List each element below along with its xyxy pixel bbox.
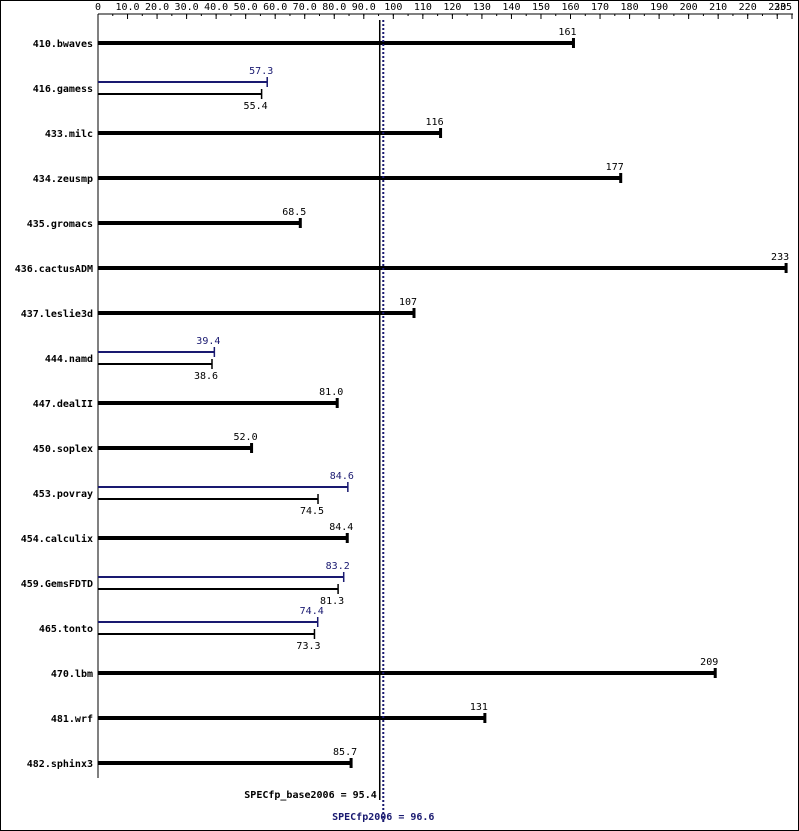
- value-label: 84.4: [329, 522, 353, 533]
- bar: [98, 41, 574, 45]
- x-tick-label: 230: [768, 2, 786, 13]
- value-label: 116: [426, 117, 444, 128]
- bar: [98, 363, 212, 365]
- bar: [98, 716, 485, 720]
- x-tick-label: 50.0: [234, 2, 258, 13]
- x-tick-label: 0: [95, 2, 101, 13]
- bar: [98, 351, 215, 353]
- value-label: 83.2: [326, 561, 350, 572]
- x-tick-label: 20.0: [145, 2, 169, 13]
- bar: [98, 536, 348, 540]
- x-tick-label: 70.0: [293, 2, 317, 13]
- x-tick-label: 180: [621, 2, 639, 13]
- bar: [98, 93, 262, 95]
- value-label: 73.3: [296, 641, 320, 652]
- category-label: 416.gamess: [33, 84, 93, 95]
- bar: [98, 576, 344, 578]
- x-tick-label: 40.0: [204, 2, 228, 13]
- bar: [98, 131, 441, 135]
- value-label: 74.4: [300, 606, 324, 617]
- x-tick-label: 220: [739, 2, 757, 13]
- category-label: 434.zeusmp: [33, 174, 93, 185]
- bar: [98, 498, 319, 500]
- category-label: 410.bwaves: [33, 39, 93, 50]
- x-tick-label: 120: [443, 2, 461, 13]
- reference-label: SPECfp_base2006 = 95.4: [244, 790, 376, 801]
- category-label: 444.namd: [45, 354, 93, 365]
- bar: [98, 446, 252, 450]
- value-label: 161: [558, 27, 576, 38]
- category-label: 454.calculix: [21, 533, 93, 545]
- category-label: 481.wrf: [51, 714, 93, 725]
- x-tick-label: 100: [384, 2, 402, 13]
- x-tick-label: 200: [680, 2, 698, 13]
- bar: [98, 176, 621, 180]
- x-tick-label: 170: [591, 2, 609, 13]
- x-tick-label: 150: [532, 2, 550, 13]
- category-label: 459.GemsFDTD: [21, 579, 93, 590]
- x-tick-label: 10.0: [115, 2, 139, 13]
- x-tick-label: 90.0: [352, 2, 376, 13]
- category-label: 453.povray: [33, 489, 93, 500]
- value-label: 74.5: [300, 506, 324, 517]
- bar: [98, 401, 338, 405]
- bar: [98, 486, 348, 488]
- value-label: 39.4: [196, 336, 220, 347]
- x-tick-label: 130: [473, 2, 491, 13]
- x-tick-label: 80.0: [322, 2, 346, 13]
- bar: [98, 81, 268, 83]
- x-tick-label: 110: [414, 2, 432, 13]
- category-label: 470.lbm: [51, 669, 93, 680]
- value-label: 81.3: [320, 596, 344, 607]
- x-tick-label: 235: [774, 2, 792, 13]
- bar: [98, 588, 339, 590]
- x-tick-label: 190: [650, 2, 668, 13]
- x-tick-label: 210: [709, 2, 727, 13]
- value-label: 131: [470, 702, 488, 713]
- value-label: 68.5: [282, 207, 306, 218]
- value-label: 85.7: [333, 747, 357, 758]
- value-label: 177: [606, 162, 624, 173]
- x-tick-label: 60.0: [263, 2, 287, 13]
- category-label: 482.sphinx3: [27, 758, 93, 770]
- value-label: 57.3: [249, 66, 273, 77]
- category-label: 435.gromacs: [27, 219, 93, 230]
- x-tick-label: 140: [502, 2, 520, 13]
- value-label: 38.6: [194, 371, 218, 382]
- bar: [98, 761, 352, 765]
- value-label: 209: [700, 657, 718, 668]
- bar: [98, 633, 315, 635]
- value-label: 52.0: [234, 432, 258, 443]
- category-label: 465.tonto: [39, 624, 93, 635]
- category-label: 437.leslie3d: [21, 308, 93, 320]
- bar: [98, 221, 301, 225]
- bar: [98, 311, 414, 315]
- x-tick-label: 160: [561, 2, 579, 13]
- bar: [98, 671, 716, 675]
- value-label: 81.0: [319, 387, 343, 398]
- bar: [98, 266, 787, 270]
- category-label: 436.cactusADM: [15, 264, 93, 275]
- bar: [98, 621, 318, 623]
- value-label: 55.4: [244, 101, 268, 112]
- value-label: 233: [771, 252, 789, 263]
- category-label: 450.soplex: [33, 444, 93, 455]
- category-label: 433.milc: [45, 128, 93, 140]
- value-label: 84.6: [330, 471, 354, 482]
- x-tick-label: 30.0: [175, 2, 199, 13]
- category-label: 447.dealII: [33, 399, 93, 410]
- reference-label: SPECfp2006 = 96.6: [332, 812, 434, 823]
- value-label: 107: [399, 297, 417, 308]
